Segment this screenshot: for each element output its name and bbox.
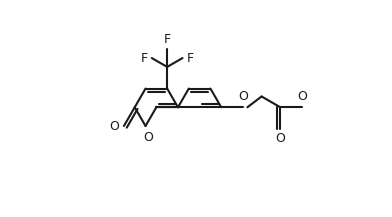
Text: O: O <box>297 90 307 103</box>
Text: O: O <box>276 132 285 145</box>
Text: O: O <box>238 90 248 103</box>
Text: O: O <box>109 120 120 133</box>
Text: F: F <box>141 52 148 64</box>
Text: O: O <box>143 131 153 143</box>
Text: F: F <box>163 33 171 46</box>
Text: F: F <box>187 52 194 64</box>
